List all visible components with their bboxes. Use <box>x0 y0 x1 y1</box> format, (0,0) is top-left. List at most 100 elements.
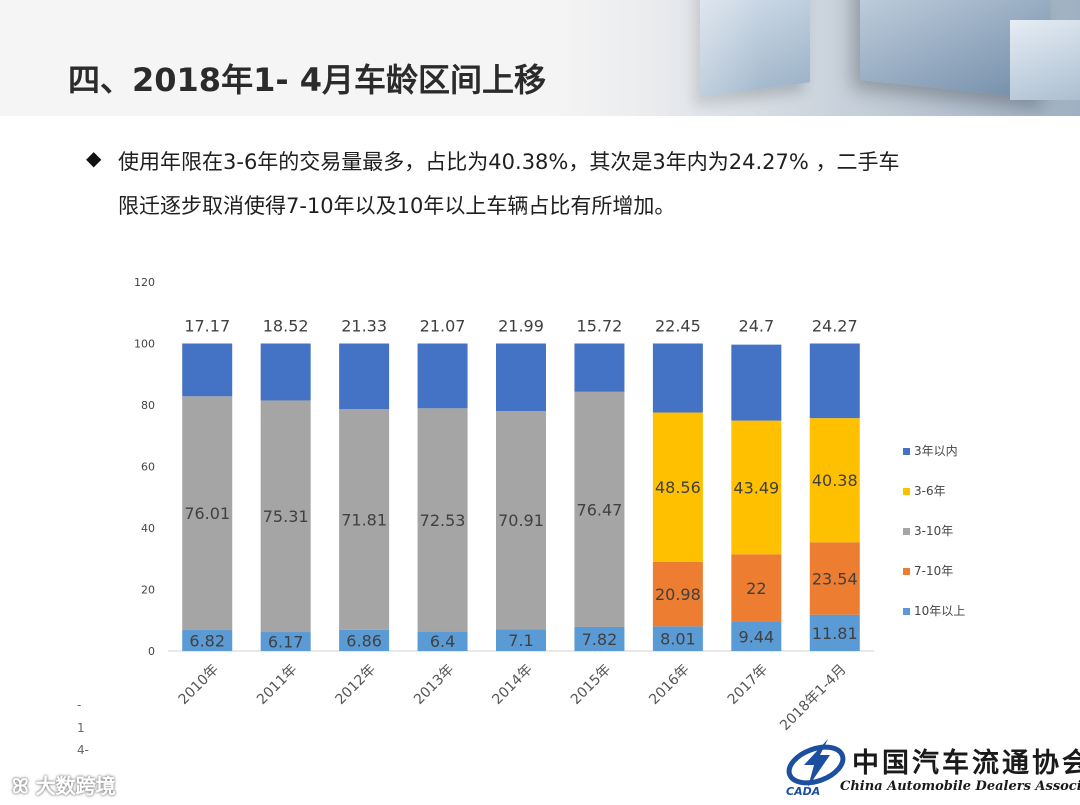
data-label: 76.47 <box>577 500 623 519</box>
bar-segment <box>260 632 311 651</box>
bar-segment <box>731 621 782 651</box>
data-label: 20.98 <box>655 585 701 604</box>
page-title: 四、2018年1- 4月车龄区间上移 <box>68 61 547 99</box>
data-label: 72.53 <box>420 511 466 530</box>
legend-swatch <box>903 528 910 535</box>
legend-swatch <box>903 568 910 575</box>
y-tick-label: 20 <box>141 584 155 597</box>
data-label: 43.49 <box>733 478 779 497</box>
y-tick-label: 120 <box>134 276 155 289</box>
bullet-line-2: 限迁逐步取消使得7-10年以及10年以上车辆占比有所增加。 <box>118 194 676 218</box>
data-label: 18.52 <box>263 317 309 336</box>
header-banner: 四、2018年1- 4月车龄区间上移 <box>0 0 1080 116</box>
bar-segment <box>809 343 860 419</box>
bar-segment <box>339 343 390 410</box>
legend-label: 3年以内 <box>914 444 958 458</box>
cada-logo: CADA 中国汽车流通协会 China Automobile Dealers A… <box>784 735 1080 805</box>
data-label: 15.72 <box>577 317 623 336</box>
data-label: 9.44 <box>739 627 775 646</box>
data-label: 6.17 <box>268 633 304 652</box>
diamond-bullet-icon: ◆ <box>86 146 102 170</box>
data-label: 6.86 <box>346 631 382 650</box>
bar-segment <box>652 343 703 413</box>
legend-label: 3-10年 <box>914 524 953 538</box>
bar-segment <box>182 343 233 397</box>
bar-segment <box>260 343 311 401</box>
header-fade <box>0 0 760 116</box>
data-label: 24.27 <box>812 317 858 336</box>
legend-label: 7-10年 <box>914 564 953 578</box>
x-tick-label: 2013年 <box>411 662 457 708</box>
cada-emblem-icon <box>786 739 846 787</box>
x-tick-label: 2011年 <box>254 662 300 708</box>
bar-segment <box>731 344 782 421</box>
bar-segment <box>417 343 468 409</box>
data-label: 6.4 <box>430 632 455 651</box>
legend-swatch <box>903 608 910 615</box>
y-tick-label: 60 <box>141 461 155 474</box>
bar-segment <box>809 614 860 651</box>
y-tick-label: 0 <box>148 645 155 658</box>
side-mark: - <box>77 698 82 712</box>
bullet-line-1: 使用年限在3-6年的交易量最多，占比为40.38%，其次是3年内为24.27% … <box>118 150 900 174</box>
legend-swatch <box>903 448 910 455</box>
x-tick-label: 2012年 <box>333 662 379 708</box>
data-label: 7.82 <box>582 630 618 649</box>
data-label: 22 <box>746 579 766 598</box>
bar-segment <box>574 626 625 651</box>
bar-segment <box>496 629 546 651</box>
bar-segment <box>417 408 468 632</box>
legend-label: 10年以上 <box>914 604 965 618</box>
data-label: 24.7 <box>739 317 775 336</box>
y-tick-label: 40 <box>141 522 155 535</box>
data-label: 71.81 <box>341 510 387 529</box>
logo-chinese-name: 中国汽车流通协会 <box>852 748 1080 779</box>
data-label: 21.33 <box>341 317 387 336</box>
bar-segment <box>652 561 703 627</box>
bar-segment <box>182 396 233 631</box>
data-label: 6.82 <box>189 632 225 651</box>
bar-segment <box>260 400 311 633</box>
bar-segment <box>652 626 703 651</box>
x-tick-label: 2014年 <box>489 662 535 708</box>
bar-segment <box>574 391 625 627</box>
x-tick-label: 2016年 <box>646 662 692 708</box>
data-label: 75.31 <box>263 507 309 526</box>
data-label: 21.99 <box>498 317 544 336</box>
logo-english-name: China Automobile Dealers Association <box>840 779 1080 794</box>
bar-segment <box>652 412 703 562</box>
x-tick-label: 2015年 <box>568 662 614 708</box>
data-label: 70.91 <box>498 511 544 530</box>
logo-abbreviation: CADA <box>786 785 821 798</box>
bar-segment <box>731 420 782 555</box>
data-label: 8.01 <box>660 630 696 649</box>
data-label: 23.54 <box>812 569 858 588</box>
watermark-icon: ꕤ <box>12 774 36 798</box>
data-label: 17.17 <box>184 317 230 336</box>
bar-segment <box>417 631 468 651</box>
bar-segment <box>574 343 625 392</box>
data-label: 76.01 <box>184 504 230 523</box>
watermark-text: 大数跨境 <box>35 774 116 798</box>
data-label: 22.45 <box>655 317 701 336</box>
legend-label: 3-6年 <box>914 484 946 498</box>
x-tick-label: 2010年 <box>176 662 222 708</box>
bar-segment <box>809 418 860 543</box>
legend-swatch <box>903 488 910 495</box>
bar-segment <box>731 554 782 622</box>
bar-segment <box>339 409 390 630</box>
watermark: ꕤ 大数跨境 <box>12 770 116 799</box>
x-tick-label: 2017年 <box>725 662 771 708</box>
data-label: 11.81 <box>812 624 858 643</box>
data-label: 48.56 <box>655 478 701 497</box>
side-mark: 4- <box>77 743 89 757</box>
decor-cube <box>1010 20 1080 100</box>
bar-segment <box>809 542 860 615</box>
side-mark: 1 <box>77 721 85 735</box>
y-tick-label: 100 <box>134 338 155 351</box>
data-label: 21.07 <box>420 317 466 336</box>
x-tick-label: 2018年1-4月 <box>777 662 849 734</box>
data-label: 7.1 <box>508 631 533 650</box>
bar-segment <box>496 411 546 630</box>
